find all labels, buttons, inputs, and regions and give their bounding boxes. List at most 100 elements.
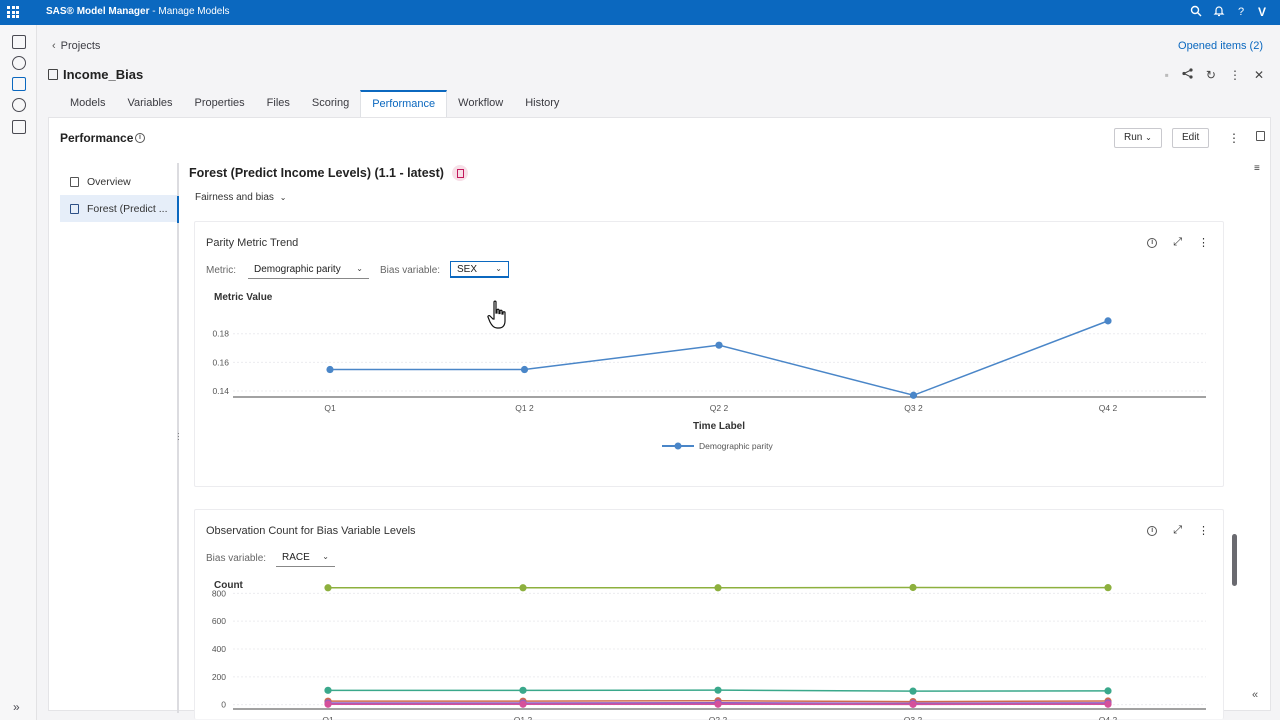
maximize-icon[interactable]: ⤢ <box>1173 524 1182 536</box>
collapse-panel-icon[interactable]: « <box>1252 689 1259 701</box>
tab-performance[interactable]: Performance <box>360 90 448 117</box>
data-point <box>1104 584 1112 592</box>
view-select[interactable]: Fairness and bias ⌄ <box>195 192 286 203</box>
x-tick-label: Q1 <box>322 715 334 720</box>
y-axis-title: Metric Value <box>214 292 273 303</box>
more-options-icon[interactable]: ⋮ <box>1198 525 1209 537</box>
bias-variable-select[interactable]: RACE ⌄ <box>276 550 335 567</box>
data-point <box>714 686 722 694</box>
tab-files[interactable]: Files <box>266 97 290 109</box>
y-tick-label: 0 <box>221 700 226 710</box>
y-tick-label: 400 <box>212 644 226 654</box>
data-point <box>714 584 722 592</box>
tab-models[interactable]: Models <box>70 97 106 109</box>
left-nav-rail: » <box>0 25 37 720</box>
legend-label: Demographic parity <box>699 441 773 451</box>
app-switcher-icon[interactable] <box>7 6 19 18</box>
model-title: Forest (Predict Income Levels) (1.1 - la… <box>189 166 444 180</box>
maximize-icon[interactable]: ⤢ <box>1173 236 1182 248</box>
opened-items-link[interactable]: Opened items (2) <box>1178 40 1263 52</box>
run-button[interactable]: Run ⌄ <box>1114 128 1162 148</box>
x-tick-label: Q4 2 <box>1099 403 1118 413</box>
x-tick-label: Q2 2 <box>709 715 728 720</box>
data-point <box>519 686 527 694</box>
bookmark-icon[interactable] <box>451 165 468 181</box>
home-icon[interactable] <box>12 35 26 49</box>
edit-button[interactable]: Edit <box>1172 128 1210 148</box>
card-actions: i ⤢ ⋮ <box>1147 524 1209 537</box>
breadcrumb[interactable]: ‹ Projects <box>52 40 100 52</box>
models-icon[interactable] <box>12 77 26 91</box>
data-point <box>1104 687 1112 695</box>
info-icon[interactable]: i <box>1147 525 1158 536</box>
x-tick-label: Q1 2 <box>514 715 533 720</box>
x-tick-label: Q1 <box>324 403 336 413</box>
vertical-scrollbar[interactable] <box>1232 534 1237 586</box>
y-tick-label: 0.16 <box>212 357 229 367</box>
breadcrumb-projects[interactable]: Projects <box>60 40 101 52</box>
metric-select-value: Demographic parity <box>254 264 341 275</box>
data-point <box>715 341 723 349</box>
nav-item-forest[interactable]: Forest (Predict ... <box>60 195 178 222</box>
workspace: ‹ Projects Opened items (2) Income_Bias ▪… <box>37 25 1280 720</box>
help-icon[interactable]: ? <box>1237 6 1245 18</box>
data-point <box>519 700 527 708</box>
expand-rail-icon[interactable]: » <box>13 700 20 714</box>
project-actions: ▪ ↻ ⋮ ✕ <box>1165 68 1264 82</box>
more-options-icon[interactable]: ⋮ <box>1228 131 1240 145</box>
filter-icon[interactable]: ≡ <box>1254 163 1260 174</box>
nav-item-label: Overview <box>87 175 131 188</box>
data-point <box>520 365 529 374</box>
search-icon[interactable] <box>1189 5 1203 19</box>
x-tick-label: Q2 2 <box>710 403 729 413</box>
tab-properties[interactable]: Properties <box>194 97 245 109</box>
y-tick-label: 0.18 <box>212 329 229 339</box>
x-tick-label: Q4 2 <box>1099 715 1118 720</box>
more-options-icon[interactable]: ⋮ <box>1198 237 1209 249</box>
info-icon[interactable]: i <box>135 133 145 143</box>
grid-icon <box>70 176 79 187</box>
close-icon[interactable]: ✕ <box>1253 68 1264 82</box>
bookmark-icon <box>70 203 79 214</box>
tab-workflow[interactable]: Workflow <box>458 97 504 109</box>
card-title: Observation Count for Bias Variable Leve… <box>206 525 416 537</box>
explore-icon[interactable] <box>12 98 26 112</box>
data-point <box>519 584 527 592</box>
bias-variable-select[interactable]: SEX ⌄ <box>450 261 509 278</box>
metric-select[interactable]: Demographic parity ⌄ <box>248 262 369 279</box>
nav-item-label: Forest (Predict ... <box>87 202 168 215</box>
view-select-value: Fairness and bias <box>195 192 274 203</box>
series-line <box>330 320 1109 397</box>
nav-selection-indicator <box>177 196 179 223</box>
info-icon[interactable]: i <box>1147 237 1158 248</box>
x-tick-label: Q3 2 <box>904 715 923 720</box>
app-page-name: Manage Models <box>158 6 230 17</box>
project-icon <box>48 69 58 80</box>
bell-icon[interactable] <box>1212 5 1226 19</box>
tab-history[interactable]: History <box>525 97 560 109</box>
tab-variables[interactable]: Variables <box>127 97 173 109</box>
side-panel-icon[interactable] <box>1256 131 1265 141</box>
tab-scoring[interactable]: Scoring <box>311 97 350 109</box>
resize-handle[interactable]: · · · <box>177 429 180 444</box>
share-icon[interactable] <box>1182 68 1193 82</box>
bias-variable-label: Bias variable: <box>206 553 267 564</box>
refresh-icon[interactable]: ↻ <box>1205 68 1216 82</box>
project-tabs: Models Variables Properties Files Scorin… <box>59 90 570 117</box>
x-axis-title: Time Label <box>693 421 745 432</box>
more-options-icon[interactable]: ⋮ <box>1228 68 1241 82</box>
data-point <box>714 700 722 708</box>
card-actions: i ⤢ ⋮ <box>1147 236 1209 249</box>
title-separator: - <box>149 6 159 17</box>
clipboard-icon[interactable] <box>12 120 26 134</box>
nav-item-overview[interactable]: Overview <box>60 168 178 195</box>
parity-metric-card: Parity Metric Trend i ⤢ ⋮ Metric: Demogr… <box>194 221 1224 487</box>
save-icon[interactable]: ▪ <box>1164 68 1169 82</box>
data-point <box>1104 700 1112 708</box>
chevron-down-icon: ⌄ <box>279 193 287 202</box>
user-avatar[interactable]: V <box>1258 5 1267 19</box>
app-brand: SAS® Model Manager <box>46 6 150 17</box>
legend-swatch-point <box>674 442 682 450</box>
data-point <box>909 700 917 708</box>
pipeline-icon[interactable] <box>12 56 26 70</box>
